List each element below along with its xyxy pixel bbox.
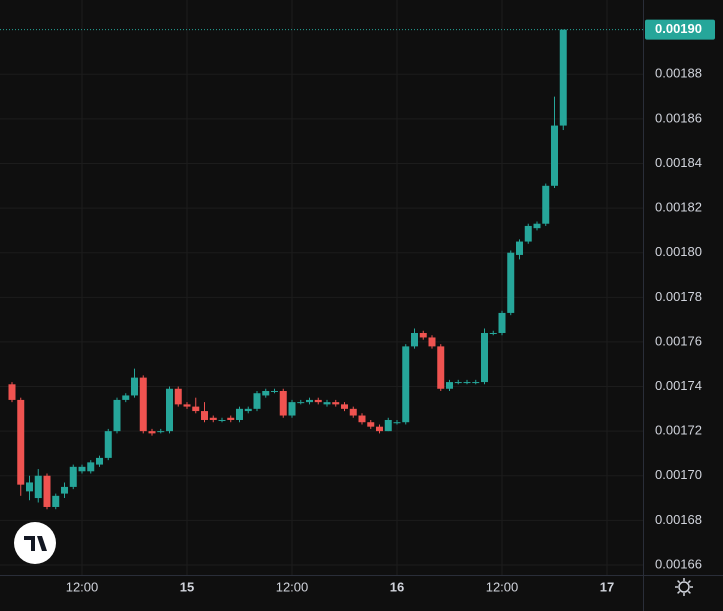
candle-body [358, 415, 366, 423]
candle-body [489, 333, 497, 335]
candle-body [411, 333, 418, 347]
candle-body [472, 382, 480, 384]
logo [14, 522, 56, 564]
candle-body [341, 404, 348, 409]
x-tick-label: 12:00 [276, 579, 309, 594]
candle-body [113, 399, 121, 432]
candle-body [131, 377, 138, 396]
candle-body [174, 388, 182, 405]
y-tick-label: 0.00188 [655, 66, 702, 81]
candle-body [26, 482, 33, 492]
candle-body [376, 426, 383, 432]
candle-body [367, 422, 375, 427]
candle-body [96, 457, 103, 465]
candle-body [183, 404, 191, 407]
candle-body [542, 185, 550, 224]
grid [0, 0, 643, 575]
price-label-bg [645, 19, 715, 40]
candle-body [148, 431, 156, 434]
y-tick-label: 0.00172 [655, 423, 702, 438]
candle-body [104, 431, 112, 458]
candle-body [516, 241, 523, 255]
y-tick-label: 0.00184 [655, 155, 702, 170]
x-tick-label: 12:00 [486, 579, 519, 594]
settings-icon[interactable] [675, 578, 693, 596]
candle-body [297, 402, 305, 404]
y-tick-label: 0.00180 [655, 244, 702, 259]
candle-body [209, 417, 217, 420]
candle-body [551, 125, 558, 186]
y-tick-label: 0.00170 [655, 467, 702, 482]
candle-body [61, 486, 68, 494]
candle-body [279, 390, 287, 416]
candle-body [166, 388, 173, 432]
candle-body [288, 402, 296, 416]
candle-body [332, 402, 340, 405]
y-tick-label: 0.00176 [655, 333, 702, 348]
candles [8, 29, 567, 510]
candle-body [227, 417, 235, 420]
candle-body [69, 466, 77, 487]
candle-body [524, 225, 532, 242]
candle-body [139, 377, 147, 432]
candle-body [498, 312, 506, 334]
candle-body [201, 411, 208, 420]
x-tick-label: 12:00 [66, 579, 99, 594]
candle-body [481, 333, 488, 383]
y-tick-label: 0.00186 [655, 110, 702, 125]
candle-body [306, 399, 313, 403]
candle-body [17, 399, 25, 485]
candle-body [402, 346, 410, 423]
price-label: 0.00190 [655, 21, 702, 36]
candle-body [437, 346, 445, 389]
candle-body [419, 333, 427, 338]
y-tick-label: 0.00174 [655, 378, 702, 393]
x-tick-label: 15 [180, 579, 194, 594]
candle-body [236, 408, 243, 420]
y-tick-label: 0.00166 [655, 556, 702, 571]
candle-body [34, 475, 42, 499]
x-tick-label: 16 [390, 579, 404, 594]
candle-body [8, 384, 16, 400]
candle-body [533, 223, 541, 229]
candle-body [43, 475, 51, 507]
x-tick-label: 17 [600, 579, 614, 594]
candle-body [253, 393, 261, 409]
logo-mark [24, 536, 47, 551]
candle-body [349, 408, 357, 416]
candle-body [122, 395, 130, 400]
candle-body [559, 29, 567, 126]
candle-body [262, 390, 270, 396]
candle-body [157, 431, 165, 433]
candle-body [192, 406, 200, 412]
candle-body [446, 382, 453, 389]
candle-body [271, 390, 278, 392]
candle-body [78, 466, 86, 472]
candle-body [314, 399, 322, 403]
gear-teeth[interactable] [675, 578, 693, 596]
candle-body [87, 462, 95, 472]
y-tick-label: 0.00178 [655, 289, 702, 304]
y-tick-label: 0.00168 [655, 512, 702, 527]
candle-body [323, 402, 331, 405]
candle-body [428, 337, 436, 347]
candle-body [393, 422, 401, 424]
candle-body [52, 495, 60, 507]
candle-body [507, 252, 515, 313]
candle-body [463, 382, 471, 384]
candle-body [384, 419, 392, 432]
gear[interactable] [678, 581, 690, 593]
candle-body [218, 419, 226, 421]
candle-body [454, 382, 462, 384]
y-tick-label: 0.00182 [655, 200, 702, 215]
candle-body [244, 408, 252, 412]
